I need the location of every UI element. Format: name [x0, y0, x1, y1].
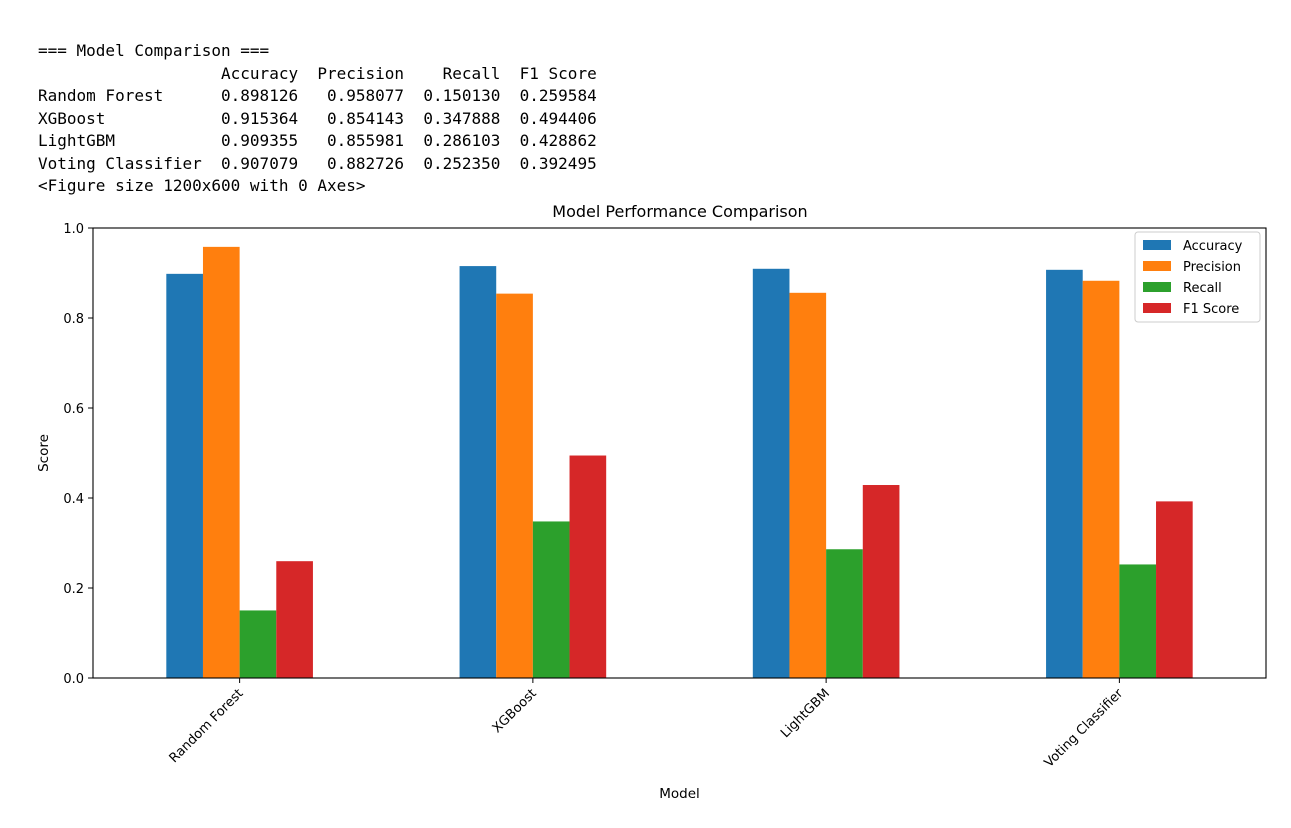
bar-accuracy [1046, 269, 1083, 678]
legend-frame [1134, 231, 1261, 323]
y-tick-label: 0.2 [63, 582, 84, 597]
legend: Accuracy Precision Recall F1 Score [1134, 231, 1261, 323]
x-tick-label: LightGBM [778, 686, 833, 741]
figure-note: <Figure size 1200x600 with 0 Axes> [38, 176, 366, 195]
bar-f1-score [862, 485, 900, 678]
bar-f1-score [569, 455, 607, 678]
bar-recall [239, 610, 277, 678]
table-row: Voting Classifier 0.907079 0.882726 0.25… [38, 153, 597, 173]
bar-accuracy [459, 266, 497, 678]
table-row: LightGBM 0.909355 0.855981 0.286103 0.42… [38, 131, 597, 150]
bar-f1-score [276, 561, 313, 678]
bar-precision [1082, 280, 1120, 678]
y-tick-label: 0.8 [63, 312, 84, 327]
bar-precision [496, 293, 533, 678]
y-axis-label: Score [36, 434, 52, 472]
bars-group [166, 246, 1193, 678]
plot-frame [92, 227, 1267, 679]
legend-label: F1 Score [1183, 302, 1239, 317]
y-tick-label: 0.4 [63, 492, 84, 507]
bar-accuracy [752, 268, 790, 678]
y-axis: 0.0 0.2 0.4 0.6 0.8 1.0 [63, 222, 93, 687]
x-axis-label: Model [659, 786, 700, 802]
comparison-table: Accuracy Precision Recall F1 Score Rando… [38, 63, 738, 176]
bar-f1-score [1156, 501, 1193, 678]
bar-recall [826, 549, 863, 678]
legend-swatch [1143, 240, 1171, 250]
table-header-row: Accuracy Precision Recall F1 Score [221, 63, 597, 83]
bar-precision [789, 292, 827, 678]
x-axis: Random Forest XGBoost LightGBM Voting Class… [167, 678, 1127, 771]
console-header: === Model Comparison === [38, 41, 270, 60]
legend-swatch [1143, 282, 1171, 292]
x-tick-label: Random Forest [167, 686, 247, 766]
bar-precision [202, 246, 240, 678]
x-tick-label: XGBoost [490, 686, 540, 736]
bar-accuracy [166, 273, 203, 678]
chart-title: Model Performance Comparison [552, 202, 807, 221]
y-tick-label: 0.6 [63, 402, 84, 417]
table-row: XGBoost 0.915364 0.854143 0.347888 0.494… [38, 108, 597, 128]
legend-swatch [1143, 303, 1171, 313]
console-output: === Model Comparison === Accuracy Precis… [38, 40, 738, 198]
table-row: Random Forest 0.898126 0.958077 0.150130… [38, 86, 597, 105]
legend-label: Precision [1183, 260, 1241, 275]
bar-recall [1119, 564, 1157, 678]
legend-label: Recall [1183, 281, 1222, 296]
x-tick-label: Voting Classifier [1042, 686, 1127, 771]
bar-recall [532, 521, 570, 678]
y-tick-label: 1.0 [63, 222, 84, 237]
legend-swatch [1143, 261, 1171, 271]
y-tick-label: 0.0 [63, 672, 84, 687]
legend-label: Accuracy [1183, 239, 1243, 254]
